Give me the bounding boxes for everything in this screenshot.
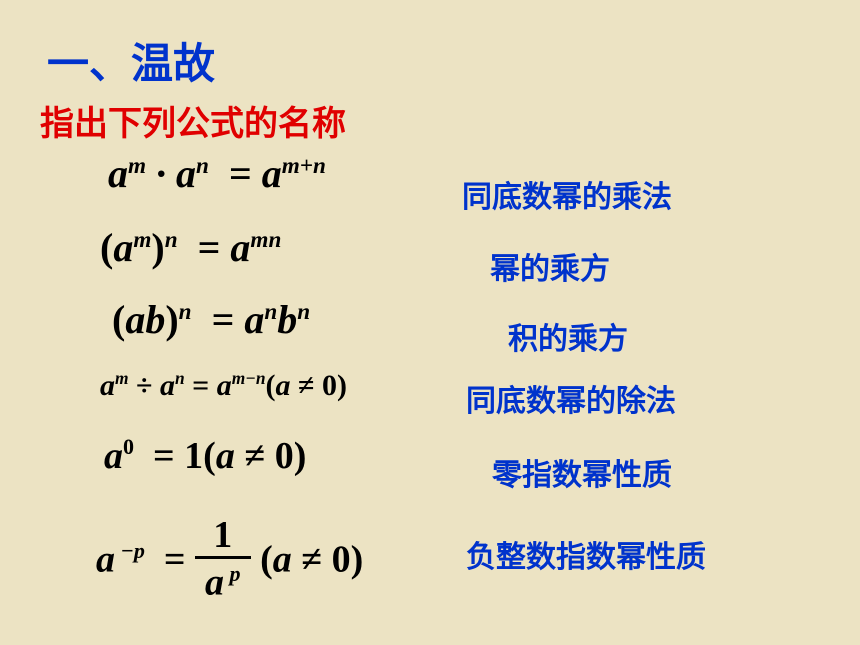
formula-0: am · an = am+n	[108, 150, 326, 197]
formula-label-2: 积的乘方	[508, 314, 628, 358]
formula-label-5: 负整数指数幂性质	[466, 532, 706, 576]
formula-2: (ab)n = anbn	[112, 296, 310, 343]
sub-heading: 指出下列公式的名称	[40, 96, 346, 145]
section-heading: 一、温故	[47, 30, 215, 91]
formula-label-3: 同底数幂的除法	[466, 376, 676, 420]
formula-5: a −p = 1a p (a ≠ 0)	[96, 520, 363, 606]
formula-3: am ÷ an = am−n(a ≠ 0)	[100, 368, 347, 403]
formula-4: a0 = 1(a ≠ 0)	[104, 434, 306, 478]
formula-1: (am)n = amn	[100, 224, 281, 271]
formula-label-0: 同底数幂的乘法	[462, 172, 672, 216]
formula-label-4: 零指数幂性质	[492, 450, 672, 494]
formula-label-1: 幂的乘方	[490, 244, 610, 288]
